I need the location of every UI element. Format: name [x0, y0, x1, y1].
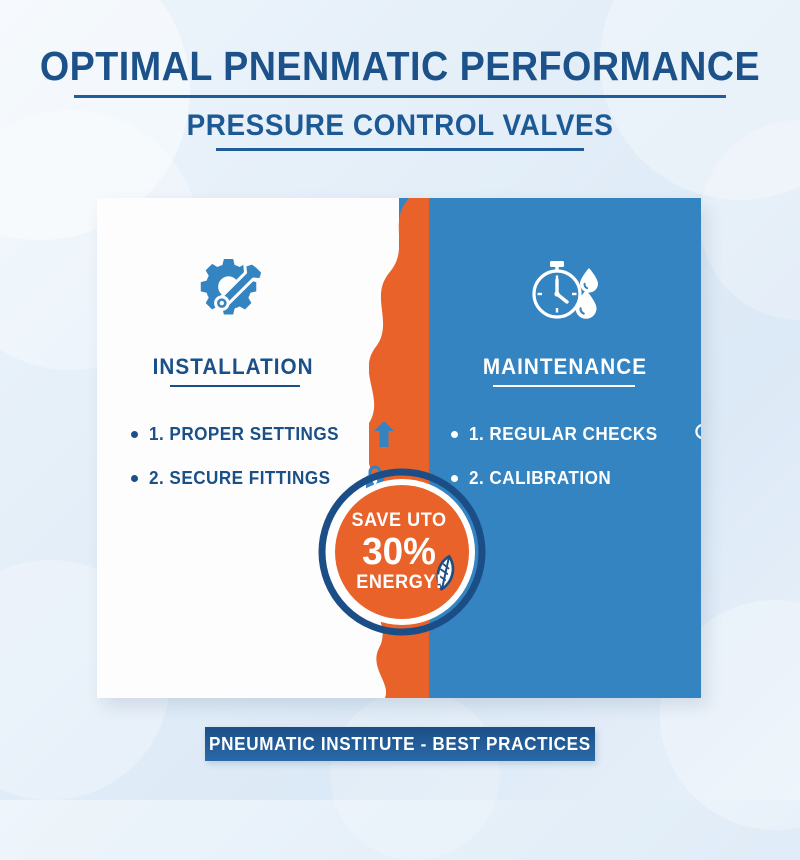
- list-item[interactable]: 2. SECURE FITTINGS: [131, 456, 385, 500]
- bullet-icon: [451, 474, 458, 482]
- bullet-icon: [131, 474, 138, 482]
- installation-item-list: 1. PROPER SETTINGS 2. SECURE FITTINGS: [131, 412, 395, 500]
- badge-shape: [318, 468, 486, 636]
- leaf-icon: [436, 554, 455, 591]
- magnifier-icon: [690, 422, 701, 446]
- page-title: OPTIMAL PNENMATIC PERFORMANCE: [39, 43, 761, 89]
- stopwatch-droplets-icon: [451, 246, 677, 332]
- maintenance-item-list: 1. REGULAR CHECKS 2. CALIBRATION: [451, 412, 701, 500]
- panel-heading-installation: INSTALLATION: [152, 354, 314, 379]
- background-circle-decor: [330, 690, 500, 860]
- list-item[interactable]: 1. REGULAR CHECKS: [451, 412, 701, 456]
- page-subtitle: PRESSURE CONTROL VALVES: [186, 109, 614, 142]
- savings-badge[interactable]: SAVE UTO 30% ENERGY!: [318, 468, 486, 636]
- panel-installation: INSTALLATION 1. PROPER SETTINGS 2. SECUR…: [97, 198, 399, 698]
- list-item-label: 1. REGULAR CHECKS: [469, 423, 658, 444]
- panel-heading-underline: [170, 385, 300, 387]
- list-item[interactable]: 1. PROPER SETTINGS: [131, 412, 395, 456]
- panel-heading-underline: [493, 385, 635, 387]
- up-arrow-icon: [369, 421, 399, 447]
- list-item-label: 1. PROPER SETTINGS: [149, 423, 340, 444]
- panel-maintenance: MAINTENANCE 1. REGULAR CHECKS 2. CALIBRA…: [399, 198, 701, 698]
- list-item[interactable]: 2. CALIBRATION: [451, 456, 677, 500]
- gear-wrench-icon: [131, 246, 339, 332]
- list-item-label: 2. CALIBRATION: [469, 467, 612, 488]
- list-item-label: 2. SECURE FITTINGS: [149, 467, 331, 488]
- panel-heading-maintenance: MAINTENANCE: [482, 354, 648, 379]
- footer-text: PNEUMATIC INSTITUTE - BEST PRACTICES: [209, 733, 591, 754]
- bullet-icon: [451, 430, 458, 438]
- header: OPTIMAL PNENMATIC PERFORMANCE PRESSURE C…: [0, 44, 800, 151]
- title-divider: [74, 95, 726, 98]
- bullet-icon: [131, 430, 138, 438]
- subtitle-divider: [216, 148, 584, 151]
- content-card: INSTALLATION 1. PROPER SETTINGS 2. SECUR…: [97, 198, 701, 698]
- footer-bar: PNEUMATIC INSTITUTE - BEST PRACTICES: [205, 727, 595, 761]
